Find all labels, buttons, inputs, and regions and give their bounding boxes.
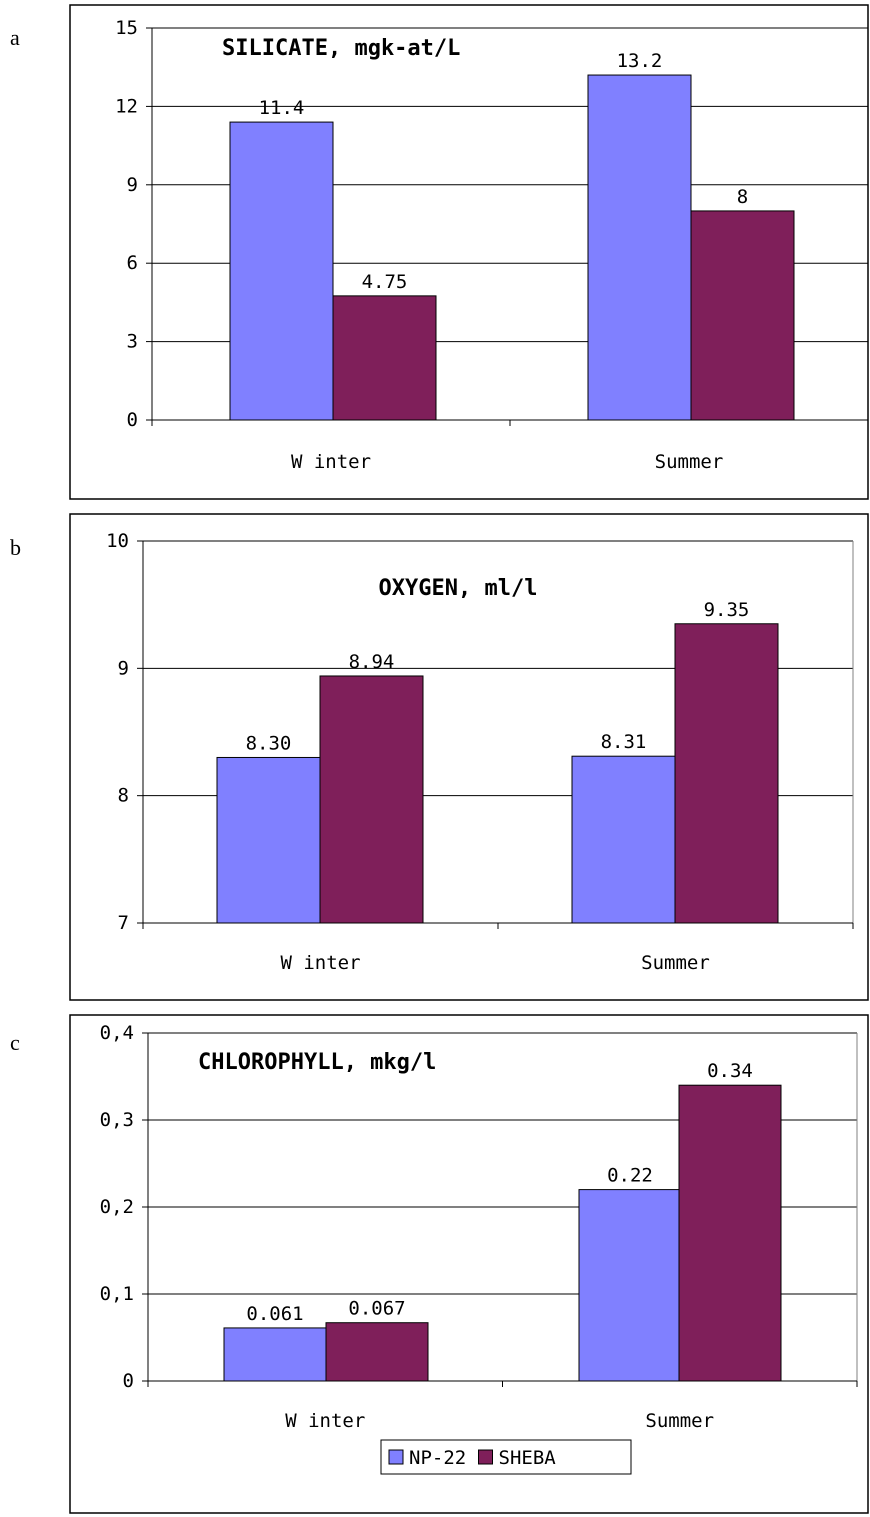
- chart-title: OXYGEN, ml/l: [379, 576, 538, 601]
- chart-title: CHLOROPHYLL, mkg/l: [198, 1050, 436, 1075]
- y-tick-label: 9: [118, 657, 129, 679]
- bar-np22-2: [571, 755, 676, 924]
- data-label: 0.067: [348, 1298, 405, 1320]
- bar-sheba-2: [690, 210, 795, 421]
- bar-sheba-2: [678, 1084, 782, 1382]
- data-label: 4.75: [362, 271, 408, 293]
- legend-swatch: [478, 1449, 493, 1465]
- bar-np22-1: [216, 756, 321, 924]
- bar-sheba-1: [325, 1322, 429, 1382]
- y-tick-label: 8: [118, 785, 129, 807]
- data-label: 0.34: [707, 1060, 753, 1082]
- y-tick-label: 6: [127, 252, 138, 274]
- y-tick-label: 0,2: [100, 1196, 134, 1218]
- category-label: W inter: [285, 1410, 365, 1432]
- category-label: Summer: [641, 952, 710, 974]
- bar-np22-2: [578, 1189, 682, 1382]
- y-tick-label: 0,4: [100, 1022, 134, 1044]
- category-label: Summer: [655, 451, 724, 473]
- bar-sheba-1: [332, 295, 437, 421]
- panel-frame: [69, 4, 869, 500]
- data-label: 8.31: [601, 731, 647, 753]
- data-label: 13.2: [617, 50, 663, 72]
- data-label: 8.94: [349, 651, 395, 673]
- bar-np22-1: [223, 1327, 327, 1382]
- y-tick-label: 0: [127, 409, 138, 431]
- legend-label: NP-22: [409, 1447, 466, 1469]
- category-label: W inter: [291, 451, 371, 473]
- y-tick-label: 0,1: [100, 1283, 134, 1305]
- bar-np22-1: [229, 121, 334, 421]
- data-label: 8.30: [246, 732, 292, 754]
- chart-panel-chlorophyll: 0.061 0.22 0.067 0.34 0 0,1 0,2 0,3 0,4 W inter Su…: [69, 1014, 869, 1514]
- legend-swatch: [388, 1449, 404, 1465]
- panel-letter-c: c: [10, 1030, 20, 1055]
- y-tick-label: 0: [123, 1370, 134, 1392]
- y-tick-label: 12: [115, 95, 138, 117]
- bar-sheba-2: [674, 623, 779, 924]
- chart-title: SILICATE, mgk-at/L: [222, 36, 460, 61]
- bar-sheba-1: [319, 675, 424, 924]
- data-label: 8: [737, 186, 748, 208]
- legend-label: SHEBA: [499, 1447, 557, 1469]
- y-tick-label: 7: [118, 912, 129, 934]
- panel-frame: [69, 513, 869, 1001]
- chart-panel-silicate: 11.4 13.2 4.75 8 0 3 6 9 12 15 W inter Summer SILICA…: [69, 4, 869, 500]
- bar-np22-2: [587, 74, 692, 421]
- y-tick-label: 15: [115, 17, 138, 39]
- chart-panel-oxygen: 8.30 8.31 8.94 9.35 7 8 9 10 W inter Summer OXYGEN…: [69, 513, 869, 1001]
- panel-letter-a: a: [10, 25, 20, 50]
- data-label: 0.22: [607, 1165, 653, 1187]
- y-tick-label: 0,3: [100, 1109, 134, 1131]
- y-tick-label: 10: [106, 530, 129, 552]
- legend-box: [380, 1439, 632, 1475]
- panel-frame: [69, 1014, 869, 1514]
- data-label: 9.35: [704, 599, 750, 621]
- category-label: W inter: [280, 952, 360, 974]
- data-label: 0.061: [246, 1303, 303, 1325]
- y-tick-label: 3: [127, 331, 138, 353]
- data-label: 11.4: [259, 97, 305, 119]
- category-label: Summer: [645, 1410, 714, 1432]
- panel-letter-b: b: [10, 535, 21, 560]
- y-tick-label: 9: [127, 174, 138, 196]
